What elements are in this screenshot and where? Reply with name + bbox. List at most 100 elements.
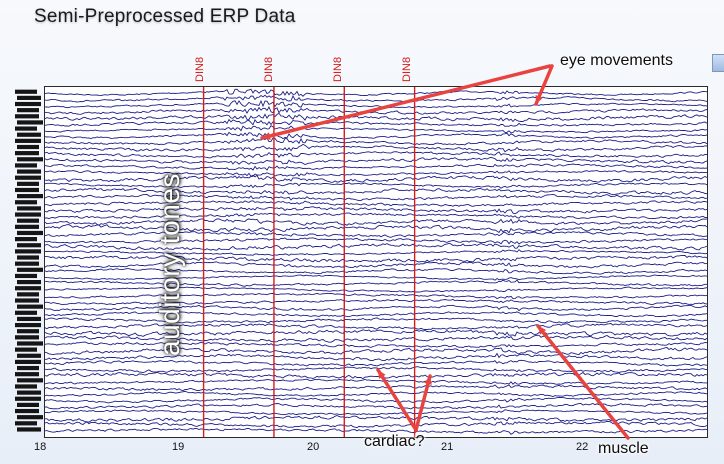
eeg-channel-trace (45, 279, 707, 287)
eeg-channel-trace (45, 311, 707, 318)
channel-label-mark (15, 286, 41, 291)
channel-label-mark (17, 169, 41, 174)
channel-label-mark (15, 187, 39, 193)
eeg-channel-trace (45, 298, 707, 306)
channel-label-mark (17, 157, 43, 162)
channel-label-mark (15, 89, 37, 94)
eeg-channel-trace (45, 218, 707, 226)
event-label: DIN8 (263, 56, 275, 82)
eeg-channel-trace (45, 378, 707, 385)
eeg-channel-trace (45, 249, 707, 256)
channel-label-mark (15, 261, 39, 266)
channel-label-mark (15, 138, 41, 143)
channel-label-mark (17, 206, 41, 211)
eeg-traces (45, 87, 707, 437)
channel-label-mark (17, 243, 41, 248)
eeg-channel-trace (45, 242, 707, 251)
channel-label-mark (17, 365, 39, 371)
channel-label-mark (15, 224, 39, 229)
channel-label-mark (17, 329, 39, 334)
channel-label-mark (15, 310, 37, 315)
event-label: DIN8 (332, 56, 344, 82)
channel-label-mark (17, 378, 43, 383)
channel-label-mark (15, 237, 37, 242)
channel-label-mark (17, 353, 41, 358)
eeg-channel-trace (45, 112, 707, 123)
event-label: DIN8 (194, 56, 206, 82)
channel-label-mark (17, 181, 39, 186)
eeg-channel-trace (45, 409, 707, 416)
eeg-channel-trace (45, 170, 707, 177)
x-tick-label: 19 (172, 441, 185, 453)
channel-label-mark (15, 384, 37, 389)
eeg-channel-trace (45, 94, 707, 103)
channel-label-mark (17, 427, 41, 432)
eeg-channel-trace (45, 99, 707, 109)
channel-label-mark (17, 132, 41, 137)
scrollbar-handle[interactable] (712, 54, 724, 72)
page-title: Semi-Preprocessed ERP Data (34, 6, 296, 27)
channel-label-mark (17, 341, 43, 346)
x-tick-label: 18 (34, 441, 47, 453)
channel-label-mark (15, 249, 41, 254)
eeg-channel-trace (45, 286, 707, 293)
eeg-channel-trace (45, 187, 707, 196)
eeg-channel-trace (45, 323, 707, 330)
channel-label-mark (17, 108, 39, 113)
channel-label-mark (17, 292, 39, 297)
eeg-channel-trace (45, 341, 707, 348)
x-tick-label: 22 (576, 441, 589, 453)
eeg-channel-trace (45, 231, 707, 238)
eeg-channel-trace (45, 137, 707, 146)
eeg-channel-trace (45, 174, 707, 183)
eeg-channel-trace (45, 163, 707, 171)
eeg-channel-trace (45, 304, 707, 312)
channel-label-mark (15, 273, 37, 279)
channel-label-mark (15, 114, 39, 119)
event-label: DIN8 (401, 56, 413, 82)
eeg-channel-trace (45, 105, 707, 115)
channel-label-mark (15, 101, 41, 107)
channel-label-marks (15, 89, 43, 432)
x-tick-label: 20 (307, 441, 320, 453)
annotation-muscle: muscle (598, 440, 649, 457)
channel-label-mark (17, 279, 41, 285)
eeg-channel-trace (45, 371, 707, 380)
eeg-channel-trace (45, 347, 707, 356)
eeg-channel-trace (45, 182, 707, 189)
channel-label-mark (15, 347, 37, 352)
annotation-eye-movements: eye movements (560, 52, 673, 69)
eeg-channel-trace (45, 396, 707, 404)
channel-label-mark (17, 194, 43, 199)
eeg-channel-trace (45, 352, 707, 362)
channel-labels (12, 86, 44, 438)
eeg-channel-trace (45, 255, 707, 263)
annotation-auditory-tones: auditory tones (154, 173, 185, 356)
channel-label-mark (15, 126, 37, 131)
channel-label-mark (15, 396, 41, 401)
channel-label-mark (15, 212, 41, 217)
eeg-plot-area[interactable] (44, 86, 708, 438)
channel-label-mark (15, 359, 41, 365)
channel-label-mark (17, 267, 43, 272)
x-tick-label: 21 (441, 441, 454, 453)
eeg-channel-trace (45, 334, 707, 343)
eeg-channel-trace (45, 359, 707, 367)
channel-label-mark (17, 95, 41, 100)
eeg-channel-trace (45, 125, 707, 134)
channel-label-mark (15, 372, 39, 377)
eeg-channel-trace (45, 206, 707, 215)
eeg-channel-trace (45, 156, 707, 165)
channel-label-mark (15, 322, 41, 328)
eeg-channel-trace (45, 88, 707, 97)
eeg-channel-trace (45, 274, 707, 281)
channel-label-mark (15, 421, 37, 426)
eeg-channel-trace (45, 237, 707, 245)
eeg-channel-trace (45, 193, 707, 202)
eeg-channel-trace (45, 390, 707, 397)
channel-label-mark (15, 408, 39, 414)
channel-label-mark (15, 175, 41, 180)
channel-label-mark (17, 402, 39, 407)
channel-label-mark (15, 151, 39, 156)
eeg-channel-trace (45, 384, 707, 392)
